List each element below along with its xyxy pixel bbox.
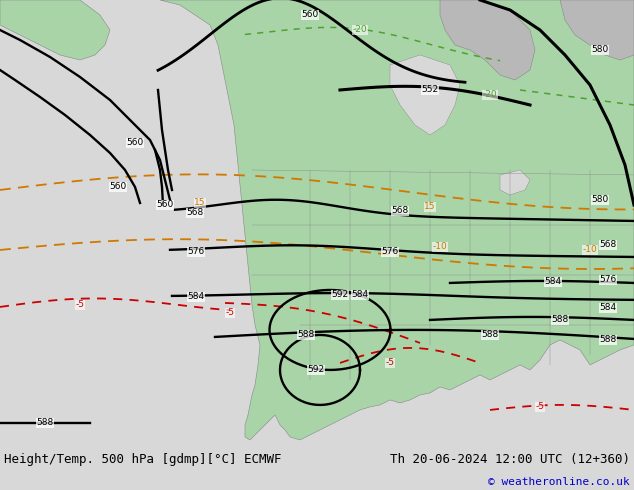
Text: 588: 588	[36, 418, 54, 427]
Text: 560: 560	[301, 10, 319, 20]
Polygon shape	[440, 0, 535, 80]
Text: -20: -20	[353, 25, 367, 34]
Text: 560: 560	[157, 200, 174, 209]
Polygon shape	[390, 55, 460, 135]
Text: 560: 560	[110, 182, 127, 192]
Text: 588: 588	[481, 330, 498, 340]
Text: -5: -5	[75, 300, 84, 310]
Text: 584: 584	[188, 293, 205, 301]
Text: -5: -5	[536, 402, 545, 412]
Text: 576: 576	[382, 247, 399, 256]
Text: Height/Temp. 500 hPa [gdmp][°C] ECMWF: Height/Temp. 500 hPa [gdmp][°C] ECMWF	[4, 453, 281, 466]
Text: 576: 576	[599, 275, 617, 285]
Text: 568: 568	[391, 206, 409, 216]
Text: -10: -10	[583, 245, 597, 254]
Text: 580: 580	[592, 196, 609, 204]
Polygon shape	[560, 0, 634, 60]
Text: 560: 560	[126, 139, 144, 147]
Text: -10: -10	[432, 243, 448, 251]
Text: -20: -20	[482, 91, 497, 99]
Text: 584: 584	[351, 291, 368, 299]
Text: 568: 568	[186, 208, 204, 218]
Text: 576: 576	[188, 247, 205, 256]
Text: 568: 568	[599, 241, 617, 249]
Polygon shape	[0, 0, 110, 60]
Text: -5: -5	[385, 358, 394, 368]
Text: 592: 592	[332, 291, 349, 299]
Text: 15: 15	[424, 202, 436, 212]
Polygon shape	[160, 0, 634, 440]
Text: -5: -5	[226, 308, 235, 318]
Text: 588: 588	[297, 330, 314, 340]
Polygon shape	[500, 170, 530, 195]
Text: © weatheronline.co.uk: © weatheronline.co.uk	[488, 477, 630, 487]
Text: Th 20-06-2024 12:00 UTC (12+360): Th 20-06-2024 12:00 UTC (12+360)	[390, 453, 630, 466]
Text: 588: 588	[552, 316, 569, 324]
Text: 592: 592	[307, 366, 325, 374]
Text: 552: 552	[422, 85, 439, 95]
Text: 588: 588	[599, 336, 617, 344]
Text: 584: 584	[599, 303, 616, 313]
Text: 584: 584	[545, 277, 562, 287]
Text: 15: 15	[194, 198, 206, 207]
Text: 580: 580	[592, 46, 609, 54]
